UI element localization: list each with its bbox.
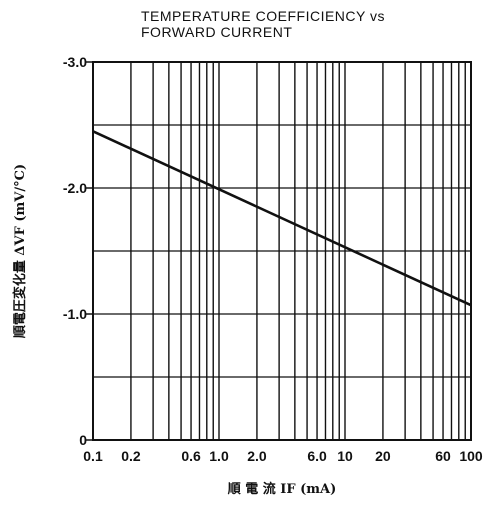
x-tick-label: 1.0 xyxy=(209,448,229,464)
series-line xyxy=(92,130,472,307)
x-tick-label: 20 xyxy=(375,448,391,464)
x-tick-label: 10 xyxy=(337,448,353,464)
x-tick-label: 100 xyxy=(459,448,483,464)
x-axis: 0.1 0.2 0.6 1.0 2.0 6.0 10 20 60 100 xyxy=(83,448,483,464)
x-tick-label: 0.2 xyxy=(121,448,141,464)
y-tick-label: -1.0 xyxy=(63,306,87,322)
grid xyxy=(93,62,471,440)
x-tick-label: 6.0 xyxy=(307,448,327,464)
x-tick-label: 60 xyxy=(435,448,451,464)
y-tick-label: 0 xyxy=(79,432,87,448)
y-axis: -3.0 -2.0 -1.0 0 xyxy=(63,54,93,448)
y-axis-label: 順電圧変化量 ΔVF (mV/°C) xyxy=(12,164,28,338)
x-axis-label: 順 電 流 IF (mA) xyxy=(228,481,337,497)
plot-frame xyxy=(92,61,472,441)
x-tick-label: 0.1 xyxy=(83,448,103,464)
x-tick-label: 2.0 xyxy=(247,448,267,464)
chart-title-line-1: TEMPERATURE COEFFICIENCY vs xyxy=(141,8,385,24)
y-tick-label: -2.0 xyxy=(63,180,87,196)
series-layer xyxy=(92,130,472,307)
y-tick-label: -3.0 xyxy=(63,54,87,70)
chart-title-line-2: FORWARD CURRENT xyxy=(141,24,292,40)
x-tick-label: 0.6 xyxy=(181,448,201,464)
